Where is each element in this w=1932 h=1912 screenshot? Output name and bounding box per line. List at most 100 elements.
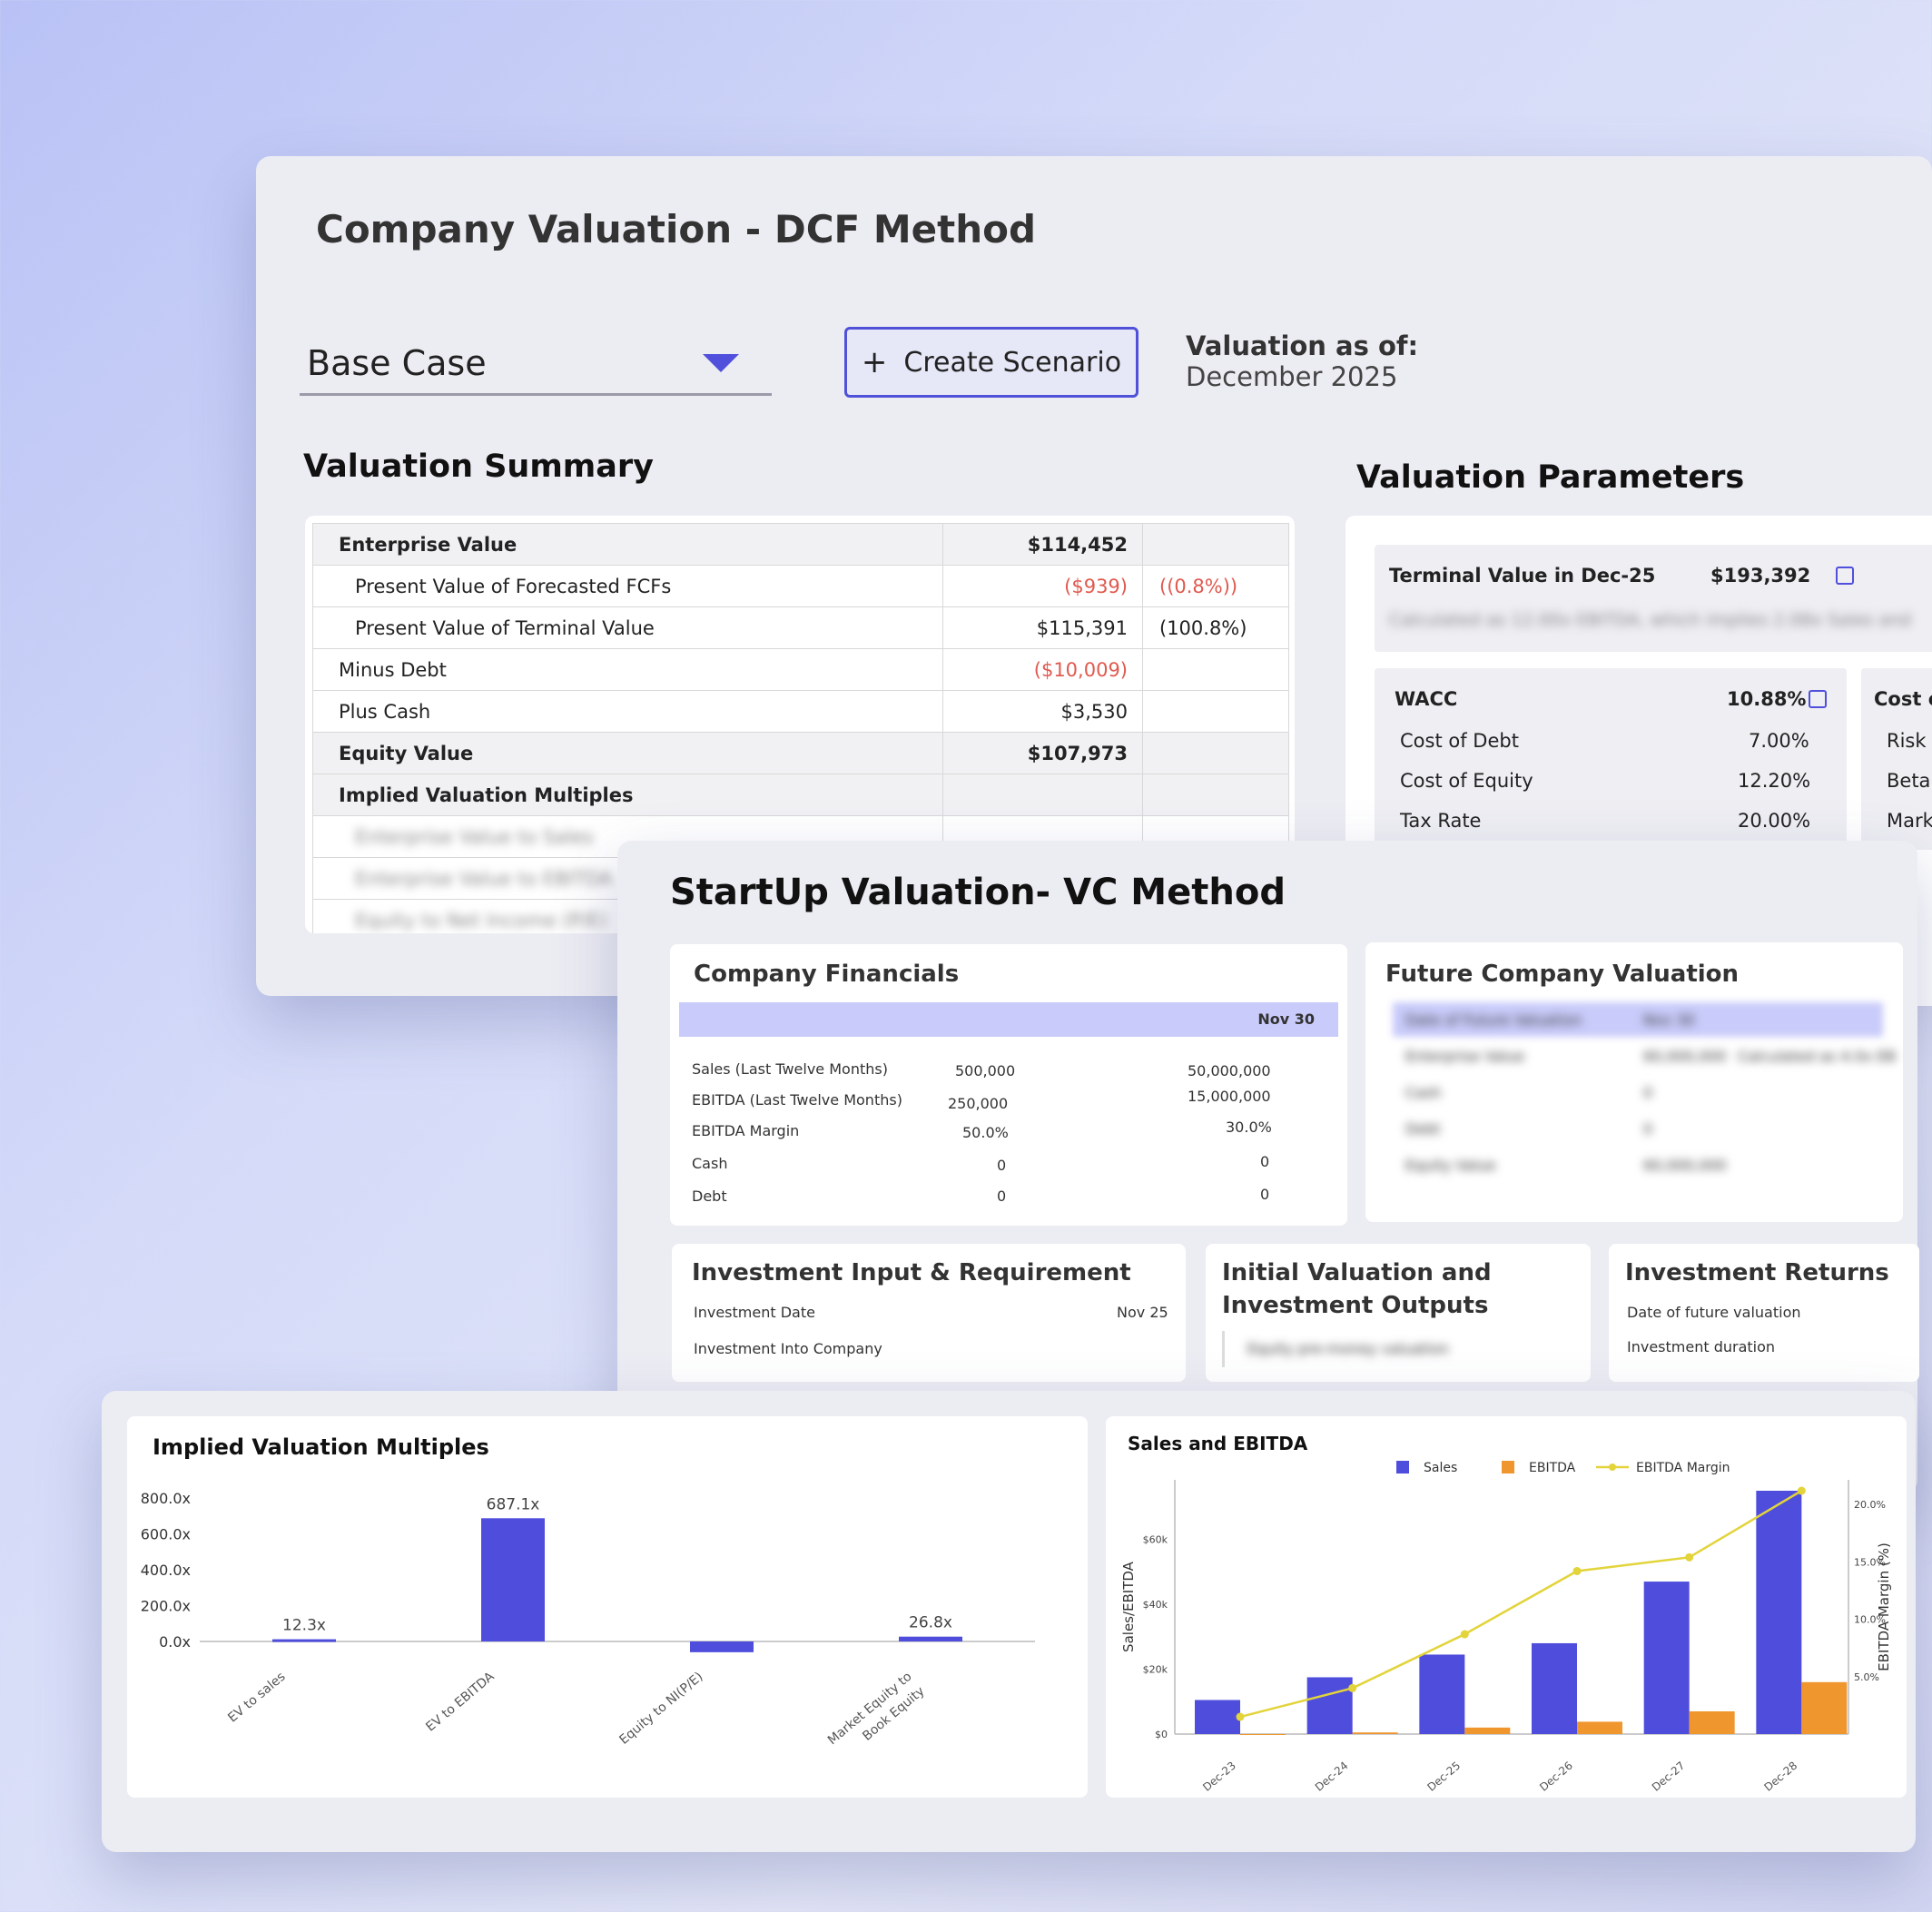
initial-valuation-title-2: Investment Outputs [1222,1292,1489,1319]
row-pct [1142,774,1289,816]
returns-row: Date of future valuation [1627,1304,1801,1321]
investment-into-company-label: Investment Into Company [694,1340,882,1357]
margin-point [1685,1552,1694,1562]
table-row: Enterprise Value $114,452 [312,523,1289,566]
row-label: Minus Debt [312,648,943,691]
valuation-as-of-label: Valuation as of: [1186,330,1419,361]
margin-point [1460,1630,1469,1639]
scenario-dropdown[interactable]: Base Case [300,334,772,396]
caret-down-icon [703,354,739,372]
x-tick-label: Dec-27 [1650,1759,1688,1794]
row-label: Present Value of Terminal Value [312,606,943,649]
table-row: Present Value of Forecasted FCFs ($939) … [312,565,1289,607]
implied-multiples-card: Implied Valuation Multiples 800.0x 600.0x… [127,1416,1088,1798]
y-tick-label: 800.0x [141,1490,191,1507]
y2-tick-label: 20.0% [1854,1499,1886,1511]
row-label: Implied Valuation Multiples [312,774,943,816]
cost-of-equity-label: Cost of Equity [1400,770,1533,792]
bar-ebitda [1577,1721,1622,1734]
valuation-summary-table: Enterprise Value $114,452 Present Value … [305,516,1295,933]
legend-marker [1609,1464,1616,1471]
cost-box-title: Cost o [1874,688,1932,710]
row-label: Enterprise Value [312,523,943,566]
implied-multiples-chart: 800.0x 600.0x 400.0x 200.0x 0.0x 12.3x EV to s… [141,1490,1035,1748]
blurred-text: Calculated as 4.0x EB [1738,1048,1897,1065]
valuation-date: December 2025 [1186,361,1398,392]
wacc-value: 10.88% [1727,688,1807,710]
cost-of-equity-value: 12.20% [1738,770,1811,792]
returns-row: Investment duration [1627,1338,1776,1355]
bar-sales [1532,1642,1577,1734]
bar [272,1639,336,1642]
bar [690,1641,754,1652]
edit-icon[interactable] [1836,567,1854,585]
legend-swatch [1396,1461,1409,1473]
table-row: Present Value of Terminal Value $115,391… [312,606,1289,649]
fin-row-label: Cash [692,1155,728,1172]
cost-of-equity-box: Cost o Risk Beta Mark [1861,668,1932,850]
tax-rate-label: Tax Rate [1400,810,1482,832]
investment-input-card: Investment Input & Requirement Investmen… [672,1244,1186,1382]
wacc-box: WACC 10.88% Cost of Debt 7.00% Cost of E… [1375,668,1847,850]
fin-row-label: EBITDA (Last Twelve Months) [692,1091,902,1109]
cost-row: Mark [1887,810,1932,832]
x-tick-label: Dec-24 [1313,1759,1351,1794]
x-tick-label: EV to sales [225,1670,288,1726]
terminal-value-box: Terminal Value in Dec-25 $193,392 Calcul… [1375,545,1932,652]
row-pct: ((0.8%)) [1142,565,1289,607]
vc-title: StartUp Valuation- VC Method [670,872,1286,913]
tax-rate-value: 20.00% [1738,810,1811,832]
fin-row-v2: 30.0% [1226,1119,1272,1136]
plus-icon: + [861,344,888,380]
blurred-text: 60,000,000 [1643,1048,1727,1065]
blurred-text: Enterprise Value [1405,1048,1525,1065]
y-tick-label: 200.0x [141,1598,191,1615]
margin-point [1348,1683,1357,1692]
company-financials-card: Company Financials Nov 30 Sales (Last Tw… [670,944,1347,1226]
blurred-text: Equity Value [1405,1157,1496,1174]
legend-label: Sales [1424,1461,1457,1475]
investment-returns-card: Investment Returns Date of future valuat… [1609,1244,1919,1382]
bar [481,1518,545,1641]
y-tick-label: 600.0x [141,1526,191,1543]
row-value: ($10,009) [942,648,1143,691]
legend-label: EBITDA [1529,1461,1576,1475]
row-value [942,774,1143,816]
implied-multiples-title: Implied Valuation Multiples [153,1434,489,1460]
bar-ebitda [1352,1732,1398,1734]
dcf-panel: Company Valuation - DCF Method Base Case… [256,156,1932,1006]
blurred-text: Date of Future Valuation [1405,1011,1582,1029]
bar-sales [1306,1677,1353,1734]
blurred-text: Debt [1405,1120,1441,1138]
table-row: Equity Value $107,973 [312,732,1289,774]
column-header: Nov 30 [679,1002,1338,1037]
y2-tick-label: 5.0% [1854,1671,1879,1683]
terminal-value-label: Terminal Value in Dec-25 [1389,565,1656,586]
fin-row-label: Sales (Last Twelve Months) [692,1060,888,1078]
edit-icon[interactable] [1809,690,1827,708]
row-pct [1142,690,1289,733]
initial-valuation-card: Initial Valuation and Investment Outputs… [1206,1244,1591,1382]
row-pct: (100.8%) [1142,606,1289,649]
bar-ebitda [1240,1734,1286,1735]
row-label: Present Value of Forecasted FCFs [312,565,943,607]
blurred-text: Cash [1405,1084,1442,1101]
sales-ebitda-card: Sales and EBITDA $0 $20k $40k $60k 5.0% 10.0%… [1106,1416,1907,1798]
investment-date-label: Investment Date [694,1304,815,1321]
data-label: 26.8x [909,1614,952,1632]
y-tick-label: 0.0x [159,1633,191,1651]
data-label: 12.3x [282,1617,326,1635]
terminal-value: $193,392 [1710,565,1811,586]
create-scenario-button[interactable]: + Create Scenario [844,327,1138,398]
y-tick-label: $20k [1143,1664,1168,1676]
row-label: Equity Value [312,732,943,774]
blurred-text: 0 [1643,1084,1653,1101]
future-valuation-title: Future Company Valuation [1385,961,1740,988]
blurred-text: Nov 30 [1643,1011,1695,1029]
y-tick-label: $0 [1155,1729,1168,1740]
y-tick-label: $60k [1143,1534,1168,1546]
investment-returns-title: Investment Returns [1625,1259,1889,1286]
x-tick-label: Dec-28 [1761,1759,1799,1794]
valuation-parameters-panel: Terminal Value in Dec-25 $193,392 Calcul… [1346,516,1932,1006]
table-row: Minus Debt ($10,009) [312,648,1289,691]
